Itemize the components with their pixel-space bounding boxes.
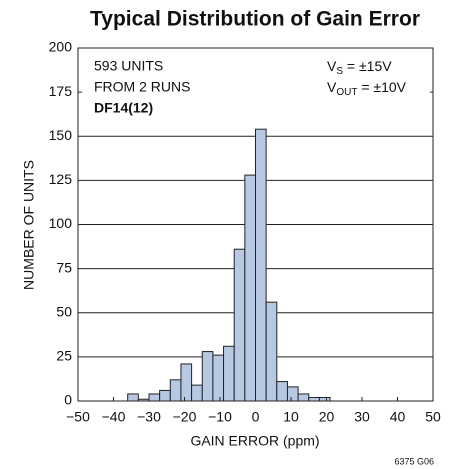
bar bbox=[286, 386, 299, 402]
y-tick-label: 125 bbox=[49, 171, 73, 187]
bar bbox=[318, 396, 331, 402]
annotation-part: V bbox=[327, 79, 337, 95]
chart-title: Typical Distribution of Gain Error bbox=[90, 8, 420, 31]
bar bbox=[159, 389, 171, 402]
bar bbox=[297, 393, 310, 402]
bar bbox=[233, 248, 246, 402]
x-tick-label: 10 bbox=[283, 409, 299, 425]
bar bbox=[180, 363, 193, 402]
x-tick-label: 50 bbox=[425, 409, 441, 425]
annotation: DF14(12) bbox=[94, 100, 153, 116]
annotation-part: = ±10V bbox=[357, 79, 406, 95]
bar bbox=[212, 354, 225, 402]
plot-frame bbox=[77, 47, 434, 402]
bar bbox=[265, 301, 278, 402]
annotation-part: V bbox=[327, 58, 337, 74]
annotation: VOUT = ±10V bbox=[327, 79, 407, 98]
y-tick-label: 25 bbox=[56, 348, 72, 364]
annotation-bg bbox=[212, 84, 316, 96]
y-tick-label: 150 bbox=[49, 127, 73, 143]
y-tick-label: 100 bbox=[49, 215, 73, 231]
bar bbox=[127, 393, 139, 402]
x-tick-label: −50 bbox=[66, 409, 90, 425]
x-axis-label: GAIN ERROR (ppm) bbox=[190, 433, 319, 449]
bar bbox=[223, 345, 235, 402]
bar bbox=[148, 393, 161, 402]
x-tick-label: −30 bbox=[137, 409, 161, 425]
x-tick-label: 0 bbox=[252, 409, 260, 425]
y-tick-label: 50 bbox=[56, 303, 72, 319]
bars bbox=[127, 128, 331, 402]
bar bbox=[244, 174, 257, 402]
bar bbox=[308, 396, 320, 402]
x-tick-label: −10 bbox=[208, 409, 232, 425]
annotation: VS = ±15V bbox=[327, 58, 392, 77]
y-tick-label: 0 bbox=[64, 392, 72, 408]
annotation-part: = ±15V bbox=[343, 58, 392, 74]
x-tick-label: −20 bbox=[173, 409, 197, 425]
bar bbox=[191, 384, 203, 402]
y-tick-label: 75 bbox=[56, 259, 72, 275]
annotation-bg bbox=[310, 52, 430, 98]
annotation-sub: S bbox=[336, 66, 343, 77]
ticks: 0 25 50 75 100 125 150 175 200 −50 −40 −30 −20 −10 0 10… bbox=[49, 39, 441, 425]
bar bbox=[169, 379, 182, 402]
bar bbox=[255, 128, 267, 402]
footnote: 6375 G06 bbox=[394, 456, 434, 466]
annotation: FROM 2 RUNS bbox=[94, 79, 190, 95]
y-tick-label: 175 bbox=[49, 83, 73, 99]
bar bbox=[276, 381, 288, 402]
annotation-sub: OUT bbox=[336, 87, 357, 98]
y-tick-label: 200 bbox=[49, 39, 73, 55]
x-tick-label: 40 bbox=[390, 409, 406, 425]
x-tick-label: 30 bbox=[354, 409, 370, 425]
bar bbox=[201, 351, 214, 402]
x-tick-label: −40 bbox=[102, 409, 126, 425]
y-axis-label: NUMBER OF UNITS bbox=[21, 160, 37, 290]
annotations: 593 UNITS FROM 2 RUNS DF14(12) VS = ±15V… bbox=[82, 52, 430, 120]
x-tick-label: 20 bbox=[319, 409, 335, 425]
annotation-bg bbox=[82, 52, 212, 120]
annotation: 593 UNITS bbox=[94, 58, 163, 74]
